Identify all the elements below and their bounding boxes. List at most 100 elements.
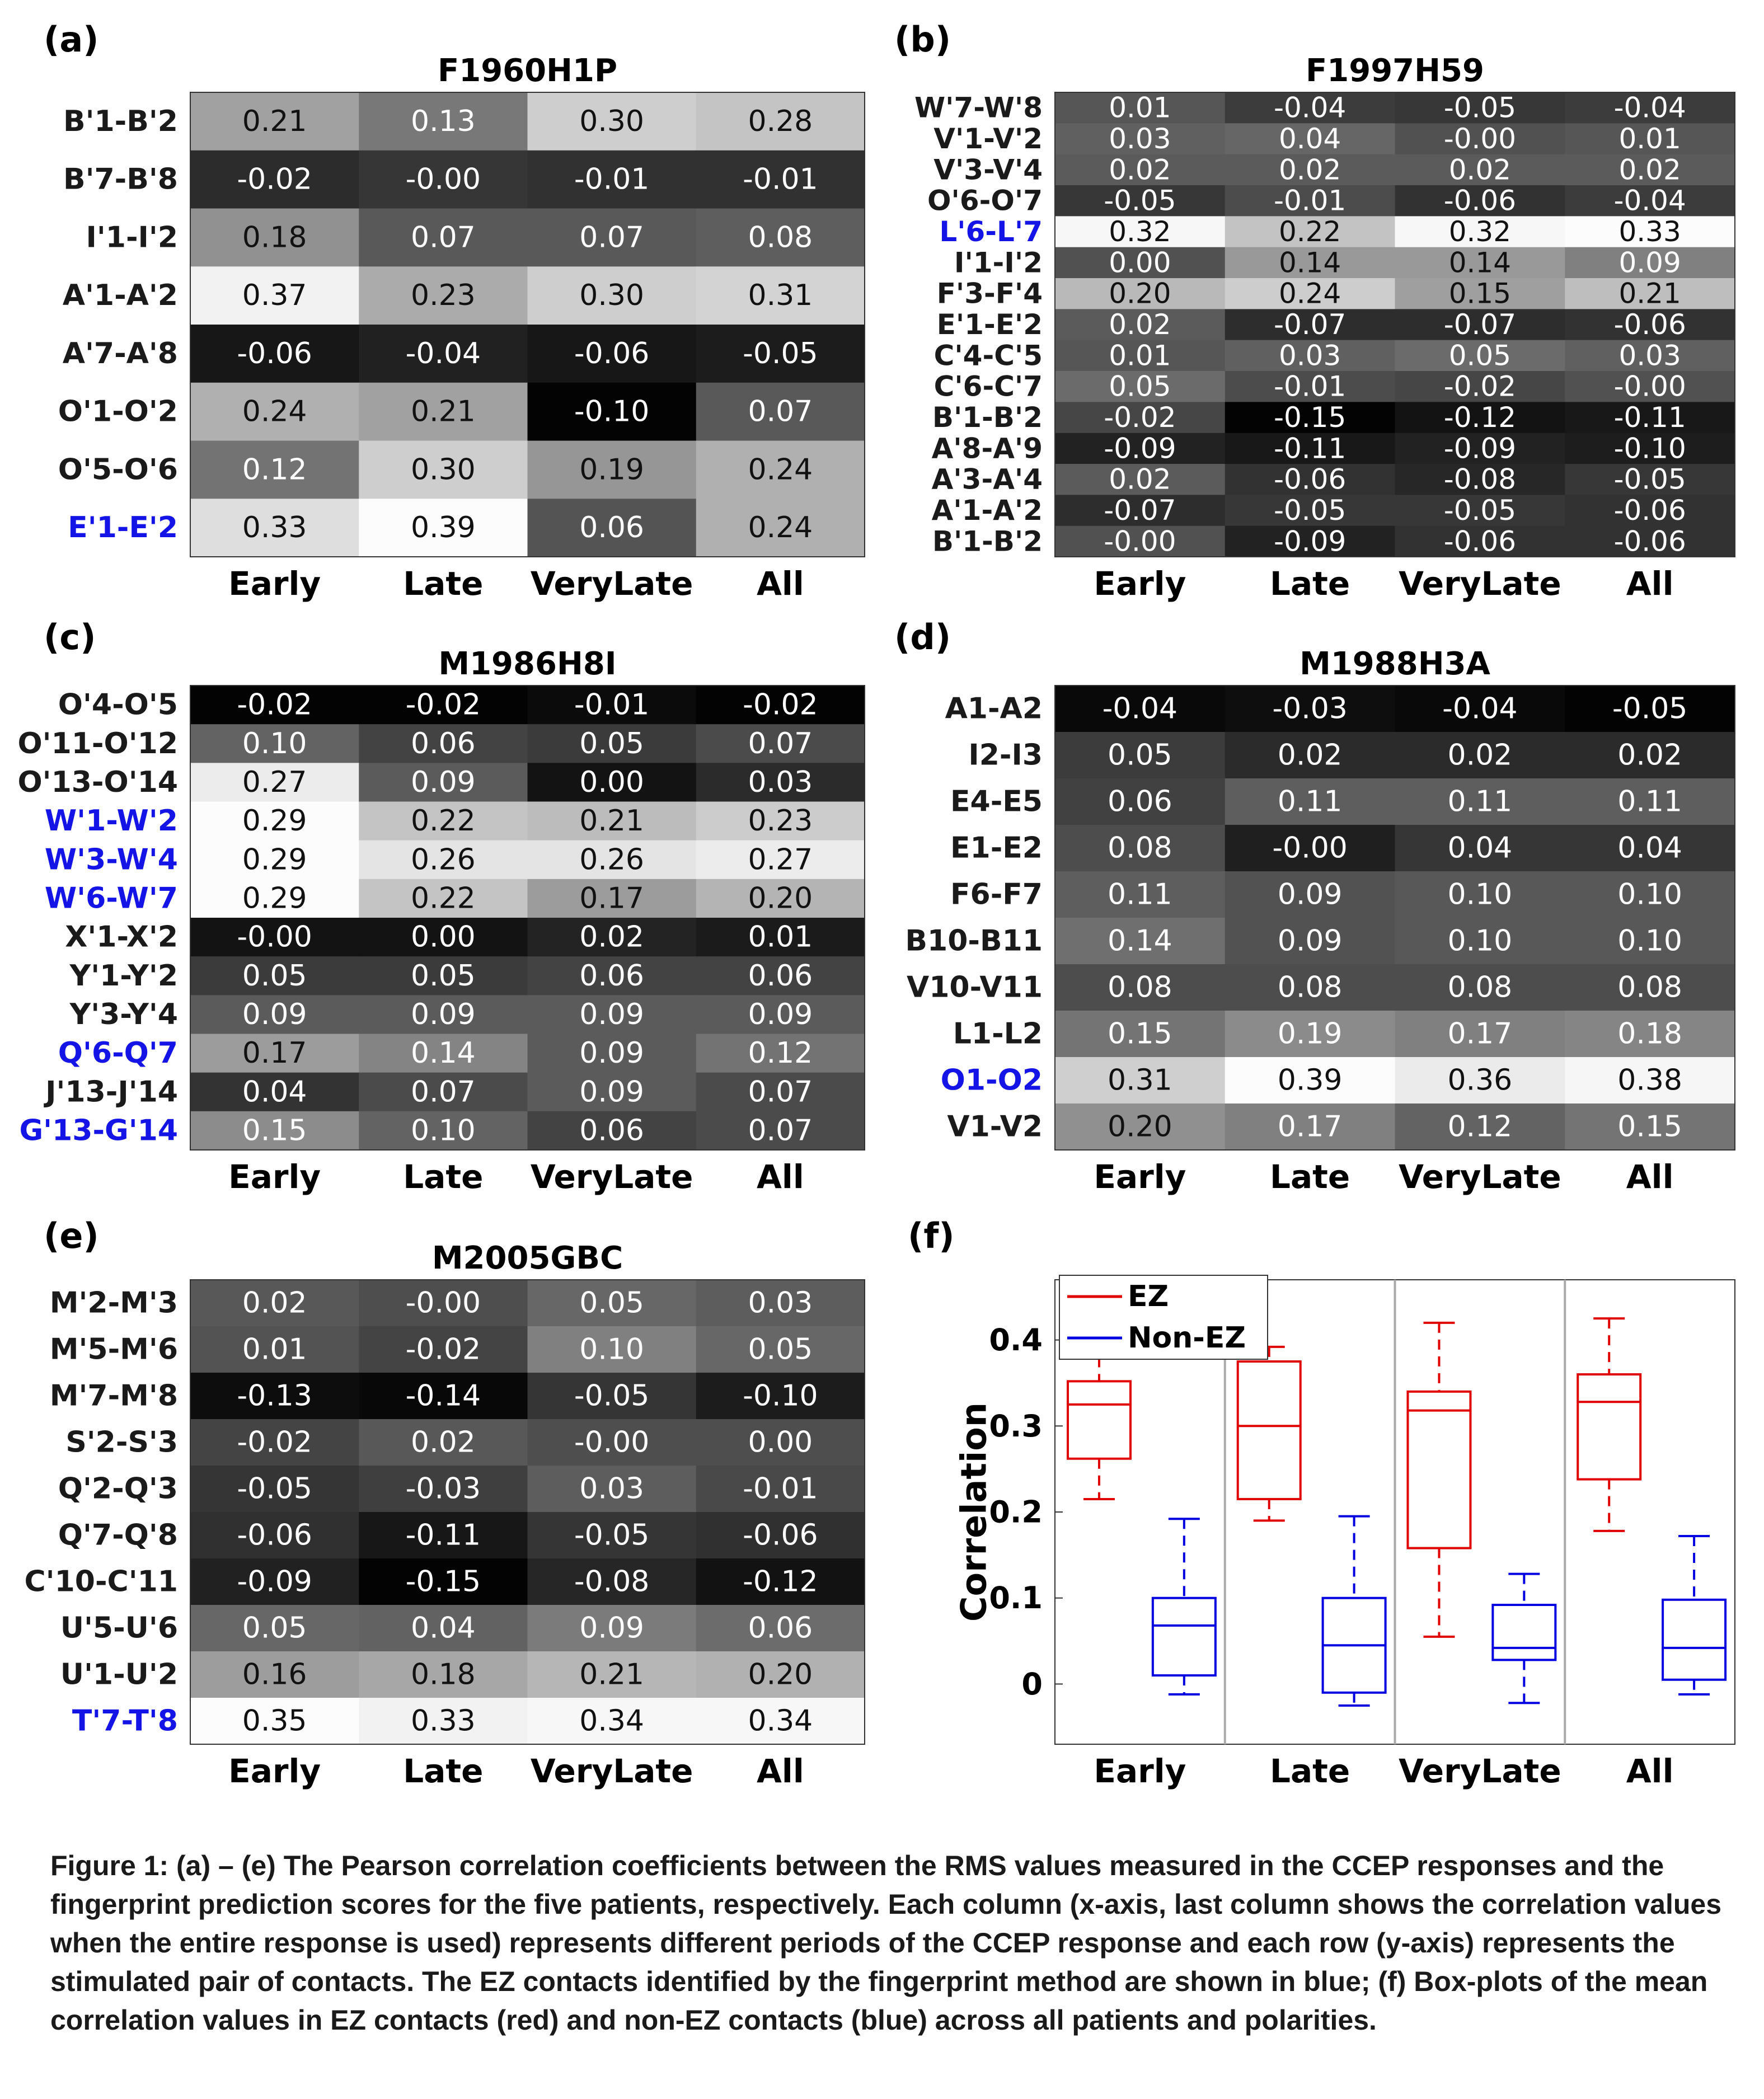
cell-value: 0.30 (579, 279, 644, 312)
heatmap-cell (527, 724, 697, 763)
cell-value: 0.04 (1279, 123, 1341, 155)
cell-value: 0.20 (748, 1658, 813, 1692)
heatmap-cell (1225, 825, 1395, 872)
heatmap-cell (527, 995, 697, 1034)
cell-value: -0.10 (1613, 432, 1686, 464)
panel-title: F1997H59 (1306, 53, 1484, 89)
cell-value: -0.08 (1444, 463, 1516, 496)
cell-value: 0.11 (1617, 785, 1682, 819)
y-tick-label: 0 (1021, 1666, 1043, 1702)
heatmap-cell (359, 1072, 528, 1112)
heatmap-cell (190, 382, 359, 441)
cell-value: -0.06 (1613, 525, 1686, 557)
cell-value: -0.00 (406, 1286, 481, 1320)
heatmap-cell (1055, 732, 1226, 779)
heatmap-cell (1565, 1103, 1735, 1151)
row-label: Q'7-Q'8 (58, 1519, 178, 1552)
heatmap-cell (190, 1512, 359, 1559)
cell-value: 0.09 (411, 998, 476, 1031)
cell-value: 0.02 (1618, 153, 1681, 186)
cell-value: -0.05 (574, 1379, 650, 1413)
cell-value: -0.03 (1272, 692, 1348, 726)
cell-value: 0.09 (579, 1612, 644, 1645)
heatmap-cell (1395, 778, 1565, 825)
cell-value: 0.15 (1617, 1110, 1682, 1144)
heatmap-cell (1395, 340, 1565, 372)
cell-value: 0.26 (411, 843, 476, 876)
cell-value: 0.24 (748, 453, 813, 486)
cell-value: 0.05 (1108, 739, 1172, 772)
row-label: W'7-W'8 (914, 92, 1043, 124)
x-tick-label: All (757, 1752, 804, 1790)
heatmap-cell (1225, 154, 1395, 186)
x-tick-label: All (1626, 1158, 1674, 1196)
cell-value: -0.05 (1274, 494, 1346, 527)
cell-value: 0.02 (411, 1426, 476, 1459)
heatmap-cell (1565, 154, 1735, 186)
heatmap-cell (190, 763, 359, 802)
heatmap-cell (527, 918, 697, 957)
row-label: Q'2-Q'3 (58, 1472, 178, 1506)
cell-value: 0.30 (411, 453, 476, 486)
cell-value: -0.10 (574, 395, 650, 429)
cell-value: 0.08 (1278, 971, 1343, 1004)
heatmap-cell (527, 1373, 697, 1420)
heatmap-cell (190, 995, 359, 1034)
cell-value: 0.29 (242, 804, 307, 838)
row-label: W'6-W'7 (45, 881, 178, 915)
row-label: T'7-T'8 (72, 1704, 178, 1738)
heatmap-cell (1055, 154, 1226, 186)
heatmap-cell (359, 1605, 528, 1652)
cell-value: 0.10 (579, 1333, 644, 1367)
row-label: O'11-O'12 (17, 727, 178, 760)
row-label: A'1-A'2 (932, 494, 1043, 527)
heatmap-cell (527, 1605, 697, 1652)
cell-value: -0.00 (237, 921, 312, 954)
heatmap-cell (359, 995, 528, 1034)
cell-value: 0.27 (242, 766, 307, 799)
heatmap-cell (1055, 185, 1226, 217)
heatmap-cell (1395, 278, 1565, 309)
cell-value: 0.07 (748, 1114, 813, 1147)
panel-label: (f) (908, 1215, 955, 1256)
heatmap-cell (359, 1419, 528, 1466)
cell-value: 0.03 (1279, 339, 1341, 372)
cell-value: 0.37 (242, 279, 307, 312)
cell-value: 0.09 (1278, 878, 1343, 912)
cell-value: 0.09 (748, 998, 813, 1031)
heatmap-cell (1565, 495, 1735, 527)
heatmap-cell (696, 1072, 865, 1112)
cell-value: 0.14 (411, 1036, 476, 1070)
cell-value: -0.00 (574, 1426, 650, 1459)
row-label: B'7-B'8 (63, 163, 178, 196)
heatmap-cell (1565, 685, 1735, 732)
cell-value: 0.07 (748, 1075, 813, 1109)
heatmap-cell (696, 499, 865, 557)
x-tick-label: VeryLate (1399, 565, 1561, 603)
heatmap-cell (1565, 278, 1735, 309)
heatmap-cell (1395, 871, 1565, 918)
row-label: I'1-I'2 (954, 246, 1043, 279)
heatmap-cell (190, 440, 359, 499)
cell-value: 0.05 (242, 959, 307, 993)
heatmap-cell (696, 1373, 865, 1420)
heatmap-cell (1225, 92, 1395, 124)
cell-value: 0.21 (579, 1658, 644, 1692)
heatmap-cell (696, 1698, 865, 1745)
panel-title: F1960H1P (438, 53, 617, 89)
row-label: Y'3-Y'4 (69, 998, 178, 1031)
row-label: I2-I3 (968, 739, 1043, 772)
legend-label: EZ (1128, 1280, 1169, 1313)
heatmap-cell (527, 92, 697, 151)
box-non-ez (1321, 1515, 1387, 1707)
heatmap-cell (696, 440, 865, 499)
cell-value: 0.03 (1618, 339, 1681, 372)
cell-value: -0.09 (237, 1565, 312, 1599)
heatmap-cell (190, 1326, 359, 1373)
cell-value: 0.10 (1617, 924, 1682, 958)
heatmap-cell (190, 208, 359, 267)
cell-value: -0.06 (1444, 525, 1516, 557)
cell-value: -0.00 (1104, 525, 1176, 557)
cell-value: 0.09 (579, 1075, 644, 1109)
row-label: O'4-O'5 (58, 688, 178, 722)
